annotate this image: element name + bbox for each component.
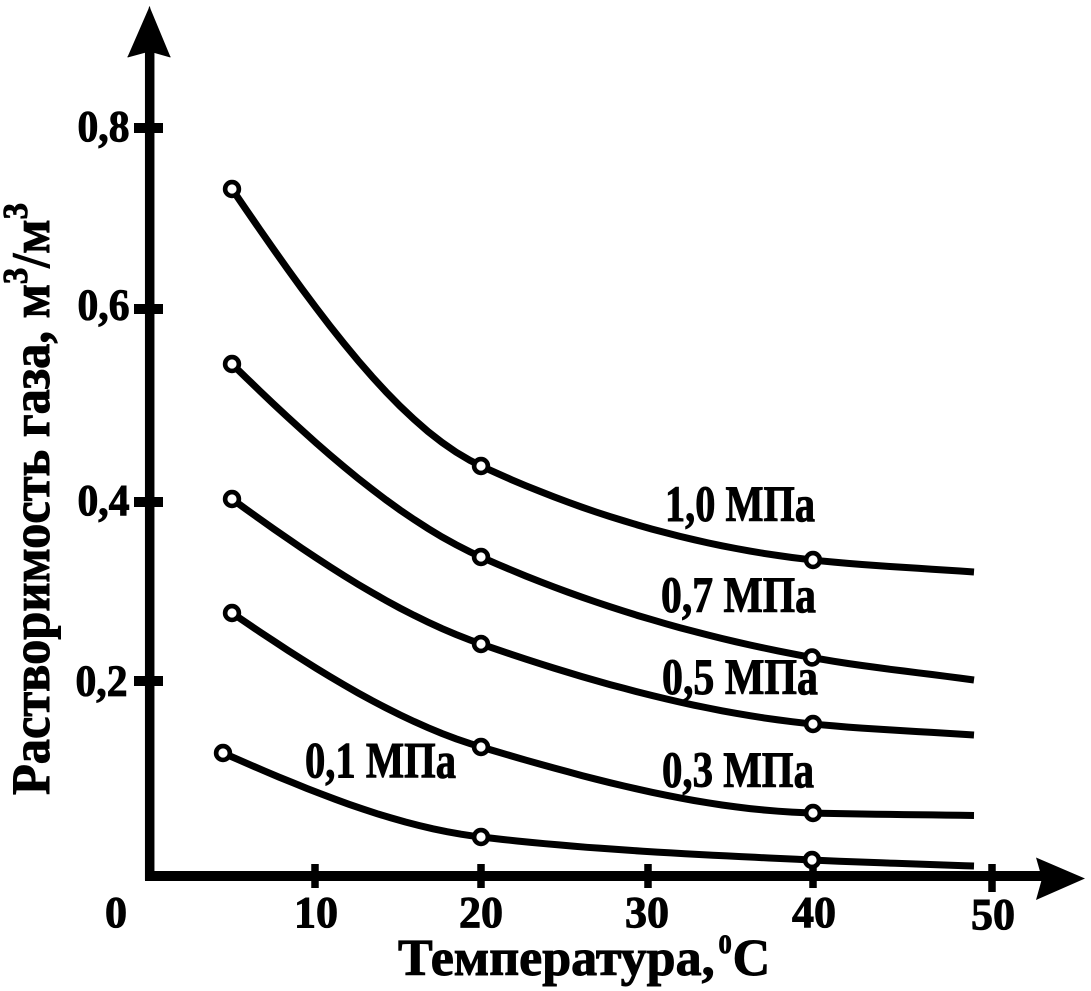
svg-text:0: 0	[105, 888, 127, 937]
svg-text:Растворимость газа, м3/м3: Растворимость газа, м3/м3	[0, 203, 61, 795]
svg-text:20: 20	[459, 888, 503, 937]
svg-text:0,6: 0,6	[78, 281, 130, 330]
svg-text:40: 40	[792, 888, 836, 937]
svg-text:1,0 МПа: 1,0 МПа	[665, 477, 815, 533]
svg-text:0,2: 0,2	[76, 657, 128, 706]
svg-text:0,1 МПа: 0,1 МПа	[305, 734, 456, 790]
svg-text:0,3 МПа: 0,3 МПа	[662, 743, 814, 799]
svg-text:0,7 МПа: 0,7 МПа	[661, 568, 816, 624]
svg-text:0,8: 0,8	[78, 102, 130, 151]
svg-text:50: 50	[971, 890, 1015, 939]
svg-text:0,4: 0,4	[78, 476, 130, 525]
svg-text:30: 30	[625, 888, 669, 937]
svg-text:Температура, 0С: Температура, 0С	[398, 930, 770, 987]
svg-text:0,5 МПа: 0,5 МПа	[662, 650, 818, 706]
svg-text:10: 10	[294, 888, 338, 937]
